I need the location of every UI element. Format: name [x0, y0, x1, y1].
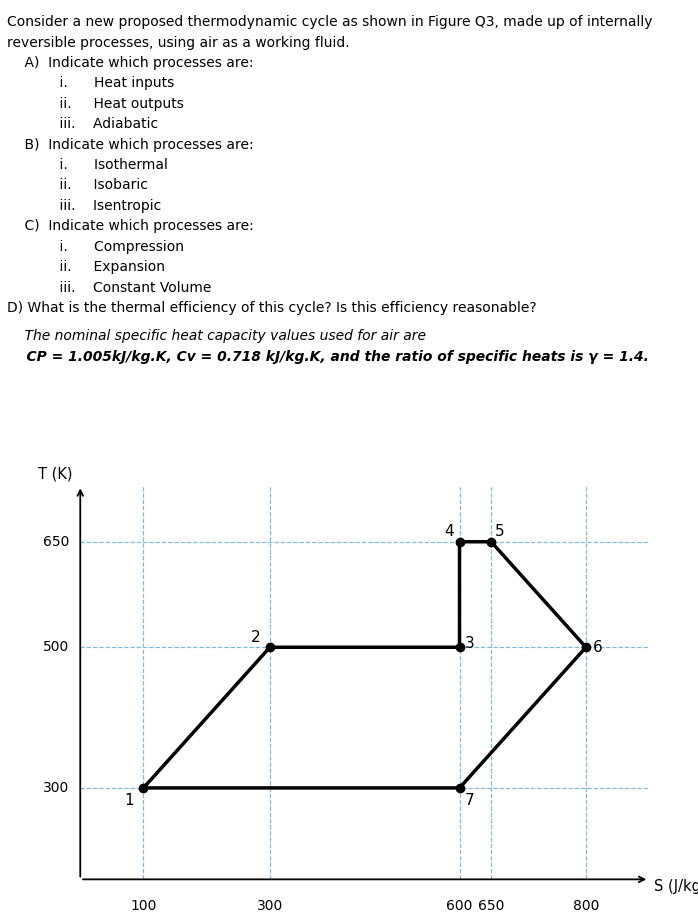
Text: iii.    Adiabatic: iii. Adiabatic [7, 117, 158, 131]
Text: i.      Isothermal: i. Isothermal [7, 158, 168, 172]
Text: i.      Heat inputs: i. Heat inputs [7, 76, 174, 91]
Text: 650: 650 [43, 535, 69, 549]
Text: The nominal specific heat capacity values used for air are: The nominal specific heat capacity value… [7, 330, 426, 344]
Text: 6: 6 [593, 639, 602, 655]
Text: T (K): T (K) [38, 467, 72, 482]
Text: 650: 650 [478, 900, 505, 913]
Text: 100: 100 [131, 900, 156, 913]
Text: B)  Indicate which processes are:: B) Indicate which processes are: [7, 137, 253, 152]
Text: A)  Indicate which processes are:: A) Indicate which processes are: [7, 56, 253, 71]
Text: iii.    Constant Volume: iii. Constant Volume [7, 280, 211, 295]
Text: S (J/kg.K): S (J/kg.K) [654, 878, 698, 894]
Text: ii.     Expansion: ii. Expansion [7, 260, 165, 274]
Text: D) What is the thermal efficiency of this cycle? Is this efficiency reasonable?: D) What is the thermal efficiency of thi… [7, 300, 537, 315]
Text: ii.     Heat outputs: ii. Heat outputs [7, 97, 184, 111]
Text: 3: 3 [465, 636, 475, 650]
Text: 500: 500 [43, 640, 69, 654]
Text: 2: 2 [251, 630, 261, 645]
Text: 7: 7 [465, 793, 475, 808]
Text: 300: 300 [257, 900, 283, 913]
Text: 4: 4 [445, 524, 454, 540]
Text: 1: 1 [125, 793, 135, 808]
Text: ii.     Isobaric: ii. Isobaric [7, 179, 148, 192]
Text: reversible processes, using air as a working fluid.: reversible processes, using air as a wor… [7, 36, 350, 49]
Text: CP = 1.005kJ/kg.K, Cv = 0.718 kJ/kg.K, and the ratio of specific heats is γ = 1.: CP = 1.005kJ/kg.K, Cv = 0.718 kJ/kg.K, a… [7, 350, 649, 364]
Text: C)  Indicate which processes are:: C) Indicate which processes are: [7, 219, 254, 234]
Text: iii.    Isentropic: iii. Isentropic [7, 199, 161, 213]
Text: Consider a new proposed thermodynamic cycle as shown in Figure Q3, made up of in: Consider a new proposed thermodynamic cy… [7, 16, 653, 29]
Text: 5: 5 [495, 524, 505, 540]
Text: i.      Compression: i. Compression [7, 240, 184, 254]
Text: 800: 800 [573, 900, 599, 913]
Text: 600: 600 [446, 900, 473, 913]
Text: 300: 300 [43, 781, 69, 795]
